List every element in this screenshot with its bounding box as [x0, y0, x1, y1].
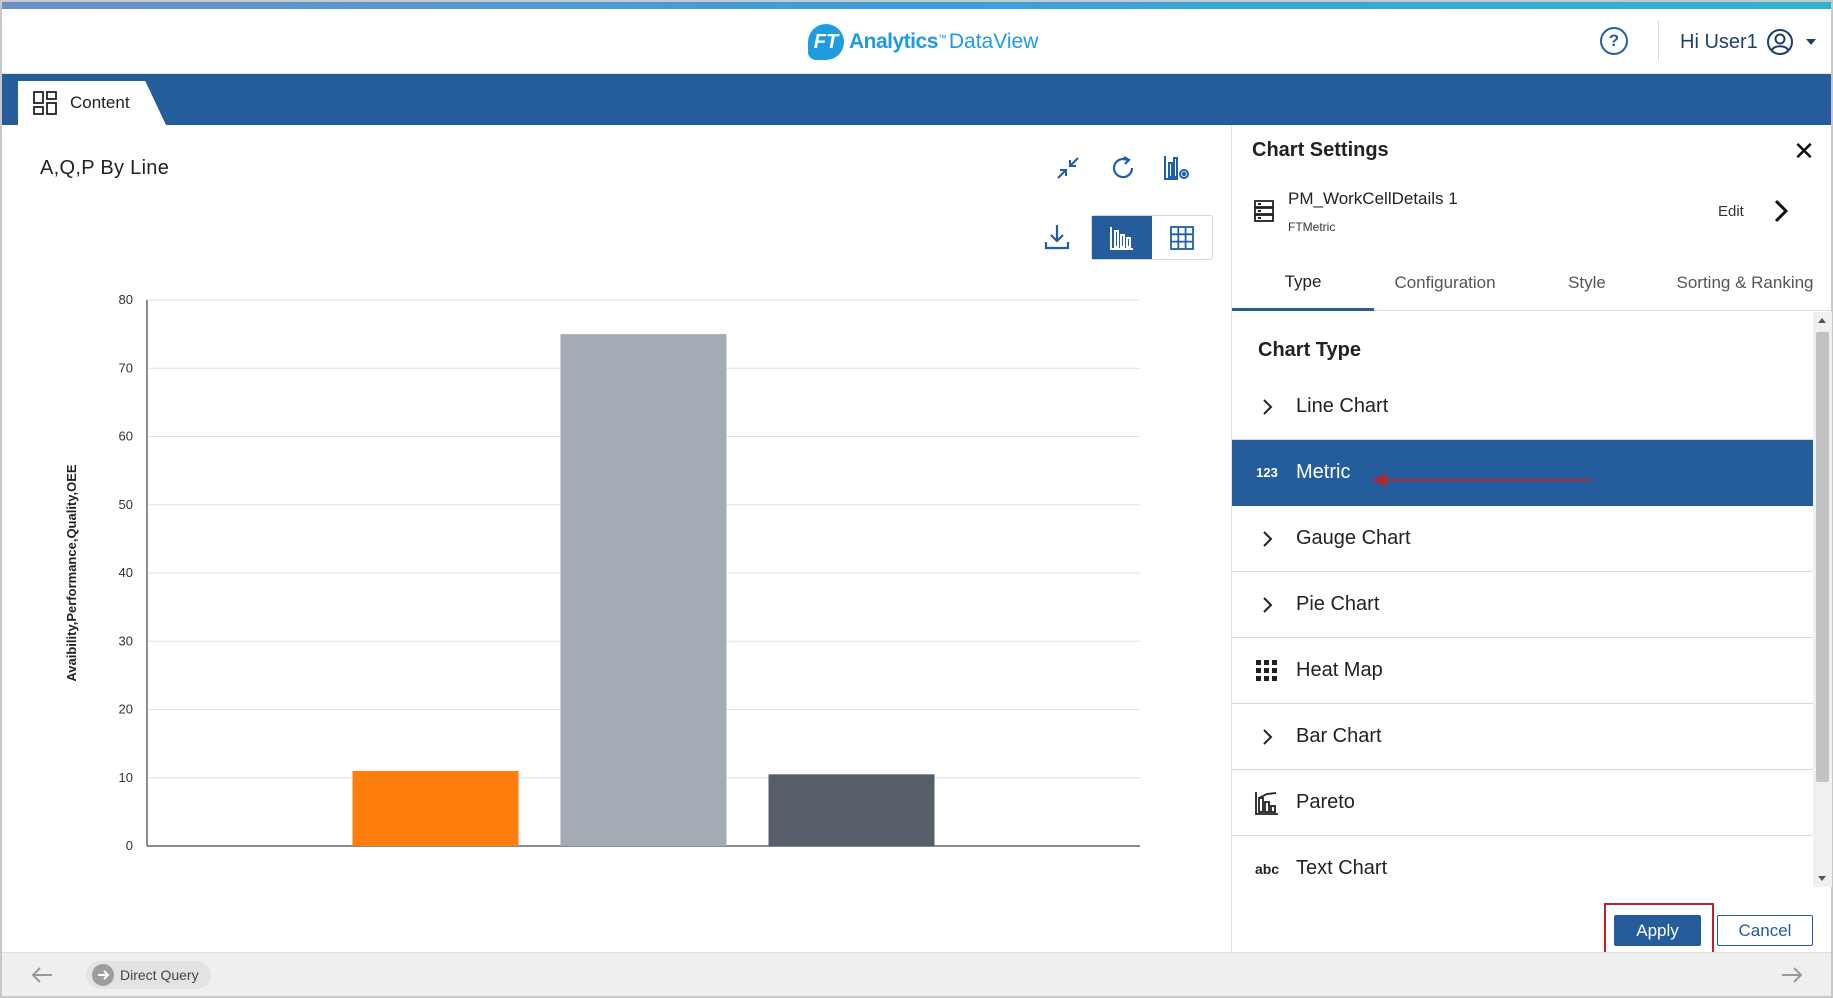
metric-123-icon: 123	[1256, 465, 1278, 480]
y-axis-label: Avaibility,Performance,Quality,OEE	[64, 464, 79, 682]
list-scrollbar[interactable]	[1813, 312, 1832, 887]
direct-query-badge: Direct Query	[86, 961, 211, 989]
scrollbar-thumb[interactable]	[1816, 332, 1829, 782]
chart-type-heat-map[interactable]: Heat Map	[1232, 638, 1813, 704]
chart-type-label: Text Chart	[1296, 857, 1388, 879]
chevron-right-icon[interactable]	[1770, 197, 1792, 225]
chart-type-label: Pie Chart	[1296, 593, 1380, 615]
tab-type[interactable]: Type	[1232, 255, 1374, 311]
apply-button[interactable]: Apply	[1614, 915, 1701, 946]
section-title: Chart Type	[1258, 339, 1361, 361]
close-icon[interactable]: ✕	[1793, 136, 1815, 166]
user-avatar-icon	[1766, 29, 1793, 55]
chevron-right-icon	[1263, 596, 1273, 613]
edit-datasource-link[interactable]: Edit	[1718, 203, 1744, 220]
arrow-right-icon[interactable]	[1780, 965, 1804, 985]
chart-type-metric[interactable]: 123 Metric	[1232, 440, 1813, 506]
datasource-name: PM_WorkCellDetails 1	[1288, 189, 1458, 208]
bar-series-3	[768, 774, 935, 846]
user-greeting: Hi User1	[1680, 30, 1758, 53]
cancel-button[interactable]: Cancel	[1717, 915, 1813, 946]
chart-type-gauge-chart[interactable]: Gauge Chart	[1232, 506, 1813, 572]
tab-content[interactable]: Content	[18, 81, 166, 125]
dashboard-grid-icon	[33, 91, 57, 115]
scroll-down-icon[interactable]	[1818, 876, 1826, 881]
footer-bar: Direct Query	[2, 952, 1831, 996]
chart-area: A,Q,P By Line 01020304050607080Line1Line…	[2, 125, 1231, 952]
logo-trademark: ™	[937, 33, 947, 43]
direct-query-label: Direct Query	[120, 967, 199, 983]
tab-sorting-ranking[interactable]: Sorting & Ranking	[1676, 273, 1814, 292]
pareto-icon	[1255, 791, 1278, 815]
arrow-left-icon[interactable]	[30, 965, 54, 985]
refresh-icon[interactable]	[1106, 151, 1140, 185]
y-tick-label: 0	[126, 838, 133, 853]
settings-tabs: Type Configuration Style Sorting & Ranki…	[1232, 255, 1832, 311]
y-tick-label: 30	[119, 633, 133, 648]
bar-chart: 01020304050607080Line1LineAvaibility,Per…	[52, 275, 1192, 855]
datasource-type: FTMetric	[1288, 220, 1336, 234]
table-view-icon[interactable]	[1152, 216, 1212, 259]
bar-series-2	[560, 334, 727, 846]
datasource-icon	[1254, 200, 1274, 222]
y-tick-label: 80	[119, 292, 133, 307]
chart-settings-icon[interactable]	[1160, 151, 1194, 185]
tab-bar: Content	[2, 74, 1831, 125]
logo-mark: FT	[808, 24, 844, 60]
chart-type-pie-chart[interactable]: Pie Chart	[1232, 572, 1813, 638]
top-accent-line	[2, 2, 1831, 9]
chart-type-label: Metric	[1296, 461, 1351, 483]
collapse-icon[interactable]	[1051, 151, 1085, 185]
heat-map-icon	[1256, 659, 1277, 681]
tab-content-label: Content	[70, 93, 130, 112]
chevron-down-icon	[1805, 39, 1816, 45]
tab-style[interactable]: Style	[1568, 273, 1606, 292]
chevron-right-icon	[1263, 398, 1273, 415]
chart-type-label: Line Chart	[1296, 395, 1389, 417]
arrow-right-circle-icon	[92, 964, 114, 986]
chevron-right-icon	[1263, 728, 1273, 745]
chart-type-label: Gauge Chart	[1296, 527, 1411, 549]
y-tick-label: 20	[119, 702, 133, 717]
chart-type-text-chart[interactable]: abc Text Chart	[1232, 836, 1813, 887]
chart-settings-panel: Chart Settings ✕ PM_WorkCellDetails 1 FT…	[1231, 125, 1832, 956]
chart-type-list: Chart Type Line Chart 123 Metric Gauge C…	[1232, 312, 1813, 887]
bar-view-icon[interactable]	[1092, 216, 1152, 259]
bar-chart-svg: 01020304050607080Line1LineAvaibility,Per…	[64, 292, 1140, 853]
app-header: FT Analytics ™ DataView ? Hi User1	[2, 9, 1831, 74]
user-menu[interactable]: Hi User1	[1680, 27, 1816, 57]
chart-type-line-chart[interactable]: Line Chart	[1232, 374, 1813, 440]
app-logo: FT Analytics ™ DataView	[808, 21, 1038, 63]
question-circle-icon[interactable]: ?	[1600, 27, 1628, 55]
chart-type-bar-chart[interactable]: Bar Chart	[1232, 704, 1813, 770]
download-icon[interactable]	[1040, 220, 1074, 254]
chevron-right-icon	[1263, 530, 1273, 547]
chart-type-label: Bar Chart	[1296, 725, 1382, 747]
logo-secondary-text: DataView	[948, 30, 1039, 53]
y-tick-label: 70	[119, 360, 133, 375]
chart-type-label: Heat Map	[1296, 659, 1383, 681]
annotation-arrow-icon	[1372, 474, 1590, 486]
bar-series-1	[352, 770, 519, 846]
chart-type-pareto[interactable]: Pareto	[1232, 770, 1813, 836]
view-toggle	[1091, 215, 1213, 260]
header-divider	[1658, 21, 1659, 61]
chart-title: A,Q,P By Line	[40, 157, 170, 179]
scroll-up-icon[interactable]	[1818, 318, 1826, 323]
text-abc-icon: abc	[1254, 860, 1280, 877]
y-tick-label: 60	[119, 429, 133, 444]
tab-configuration[interactable]: Configuration	[1394, 273, 1496, 292]
logo-primary-text: Analytics	[849, 30, 938, 53]
chart-type-label: Pareto	[1296, 791, 1355, 813]
panel-title: Chart Settings	[1252, 139, 1389, 161]
y-tick-label: 40	[119, 565, 133, 580]
y-tick-label: 50	[119, 497, 133, 512]
y-tick-label: 10	[119, 770, 133, 785]
